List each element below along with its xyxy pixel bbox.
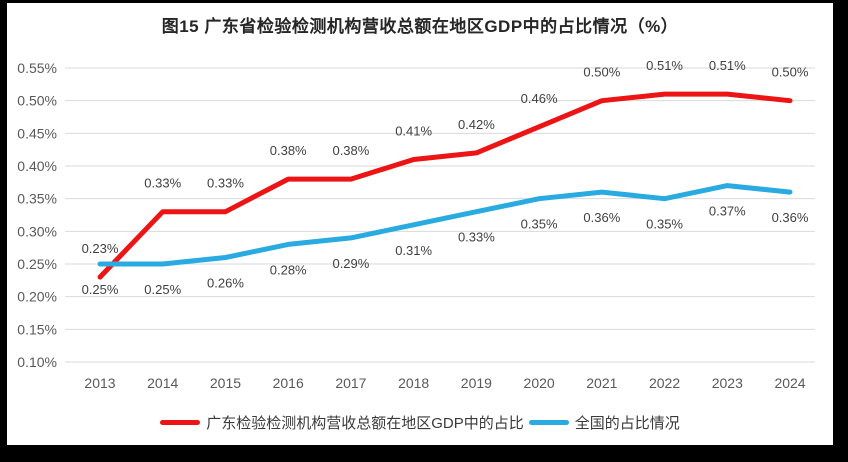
- y-tick-label: 0.35%: [17, 191, 57, 207]
- y-tick-label: 0.50%: [17, 93, 57, 109]
- x-tick-label: 2020: [524, 375, 555, 391]
- x-tick-label: 2024: [774, 375, 805, 391]
- data-label: 0.31%: [395, 243, 432, 258]
- data-label: 0.35%: [646, 217, 683, 232]
- data-label: 0.33%: [144, 176, 181, 191]
- data-label: 0.38%: [332, 143, 369, 158]
- data-label: 0.33%: [458, 230, 495, 245]
- legend-line-swatch-icon: [528, 419, 569, 425]
- data-label: 0.51%: [709, 58, 746, 73]
- data-label: 0.36%: [772, 210, 809, 225]
- series-line-0: [97, 91, 793, 280]
- legend-line-swatch-icon: [160, 419, 201, 425]
- x-tick-label: 2017: [335, 375, 366, 391]
- y-tick-label: 0.20%: [17, 289, 57, 305]
- data-label: 0.25%: [144, 282, 181, 297]
- chart-legend: 广东检验检测机构营收总额在地区GDP中的占比 全国的占比情况: [7, 410, 833, 434]
- y-tick-label: 0.15%: [17, 321, 57, 337]
- data-label: 0.50%: [583, 65, 620, 80]
- y-tick-label: 0.10%: [17, 354, 57, 370]
- x-tick-label: 2019: [461, 375, 492, 391]
- data-label: 0.51%: [646, 58, 683, 73]
- y-tick-label: 0.40%: [17, 158, 57, 174]
- data-label: 0.41%: [395, 123, 432, 138]
- data-label: 0.36%: [583, 210, 620, 225]
- x-tick-label: 2023: [712, 375, 743, 391]
- x-tick-label: 2016: [273, 375, 304, 391]
- legend-label: 全国的占比情况: [574, 414, 680, 432]
- x-tick-label: 2022: [649, 375, 680, 391]
- chart-card: 图15 广东省检验检测机构营收总额在地区GDP中的占比情况（%） 0.55% 0.…: [7, 3, 833, 445]
- data-label: 0.23%: [82, 241, 119, 256]
- legend-label: 广东检验检测机构营收总额在地区GDP中的占比: [206, 414, 524, 432]
- data-label: 0.33%: [207, 176, 244, 191]
- data-label: 0.28%: [270, 262, 307, 277]
- x-tick-label: 2013: [84, 375, 115, 391]
- y-tick-label: 0.30%: [17, 223, 57, 239]
- data-label: 0.46%: [521, 91, 558, 106]
- data-label: 0.35%: [521, 217, 558, 232]
- data-label: 0.50%: [772, 65, 809, 80]
- y-tick-label: 0.45%: [17, 125, 57, 141]
- data-label: 0.29%: [332, 256, 369, 271]
- legend-item-0: 广东检验检测机构营收总额在地区GDP中的占比: [160, 412, 524, 433]
- chart-title: 图15 广东省检验检测机构营收总额在地区GDP中的占比情况（%）: [161, 17, 679, 36]
- data-label: 0.38%: [270, 143, 307, 158]
- data-label: 0.26%: [207, 275, 244, 290]
- data-label: 0.37%: [709, 204, 746, 219]
- data-label: 0.42%: [458, 117, 495, 132]
- x-tick-label: 2018: [398, 375, 429, 391]
- series-line-1: [97, 183, 793, 267]
- x-tick-label: 2021: [586, 375, 617, 391]
- y-tick-label: 0.55%: [17, 60, 57, 76]
- data-label: 0.25%: [82, 282, 119, 297]
- legend-item-1: 全国的占比情况: [528, 412, 680, 433]
- line-chart-plot: 0.55% 0.50% 0.45% 0.40% 0.35% 0.30% 0.25% 0.20%…: [17, 58, 815, 391]
- x-tick-label: 2015: [210, 375, 241, 391]
- y-tick-label: 0.25%: [17, 256, 57, 272]
- x-tick-label: 2014: [147, 375, 178, 391]
